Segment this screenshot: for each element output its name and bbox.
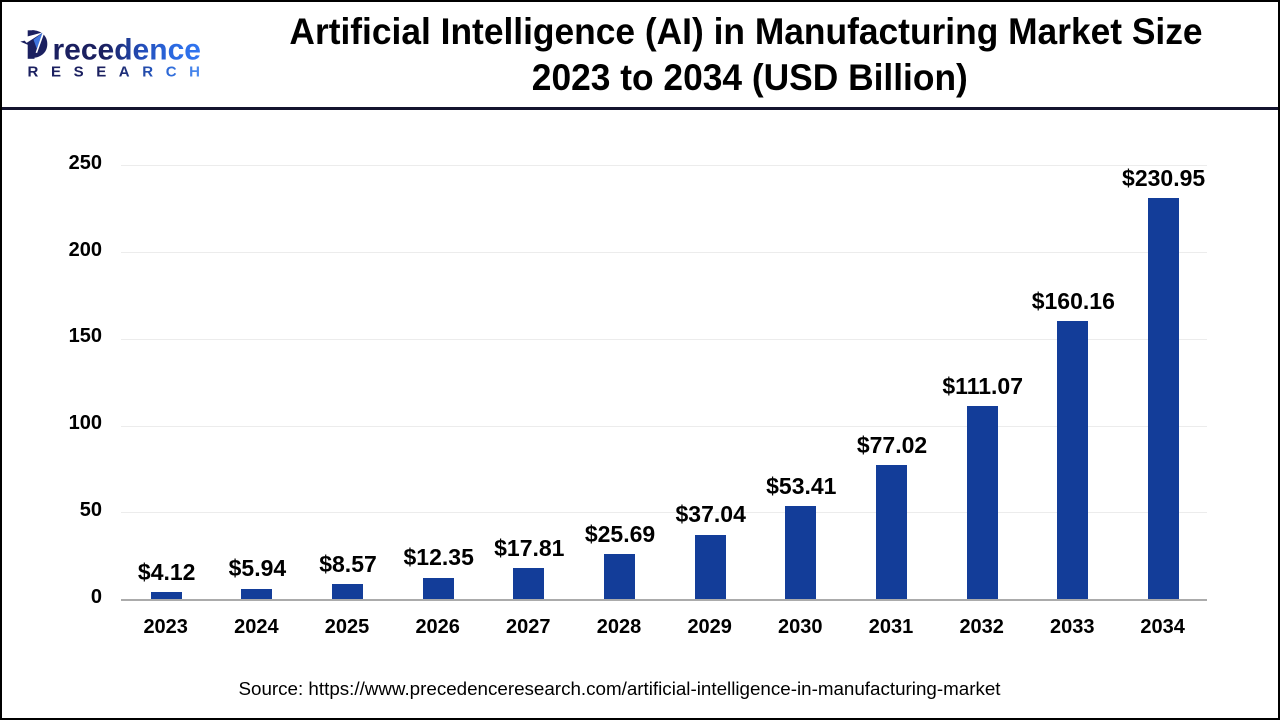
svg-text:recedence: recedence [53, 33, 201, 66]
